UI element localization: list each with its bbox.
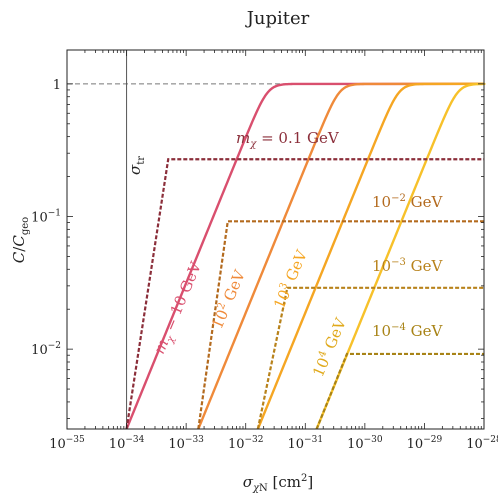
dotted-curve (315, 352, 484, 430)
y-axis-label: C/Cgeo (10, 217, 31, 263)
axis-ticks: 10−35 10−34 10−33 10−32 10−31 10−30 10−29 10−28… (31, 50, 498, 452)
x-tick-label: 10−32 (228, 435, 264, 452)
label-1e-4-GeV: 10−4 GeV (372, 322, 443, 340)
label-1e-3-GeV: 10−3 GeV (372, 257, 443, 275)
x-tick-label: 10−28 (466, 435, 498, 452)
y-tick-label: 10−2 (31, 341, 61, 358)
chart-title: Jupiter (245, 8, 310, 29)
x-tick-label: 10−30 (347, 435, 383, 452)
label-1e4-GeV: 104 GeV (309, 314, 350, 379)
label-m-0.1-GeV: mχ = 0.1 GeV (236, 129, 340, 150)
x-tick-label: 10−29 (407, 435, 443, 452)
x-tick-label: 10−35 (49, 435, 85, 452)
plot-area: σtr mχ = 0.1 GeV 10−2 GeV 10−3 GeV 10−4 GeV m… (67, 50, 486, 430)
x-tick-label: 10−31 (288, 435, 324, 452)
x-tick-label: 10−34 (109, 435, 145, 452)
label-1e3-GeV: 103 GeV (270, 246, 311, 311)
dotted-curve (125, 158, 484, 430)
x-axis-label: σχN [cm2] (243, 473, 314, 494)
x-tick-label: 10−33 (168, 435, 204, 452)
annotations: σtr mχ = 0.1 GeV 10−2 GeV 10−3 GeV 10−4 GeV m… (126, 129, 443, 380)
capture-curve (125, 82, 485, 430)
dotted-curve (256, 286, 484, 430)
label-1e-2-GeV: 10−2 GeV (372, 193, 443, 211)
plot-frame (66, 49, 485, 430)
y-tick-label: 10−1 (31, 209, 61, 226)
y-tick-label: 1 (53, 78, 61, 93)
label-m-10-GeV: mχ = 10 GeV (150, 258, 208, 357)
sigma-tr-label: σtr (126, 156, 147, 175)
dotted-curve (197, 220, 484, 430)
